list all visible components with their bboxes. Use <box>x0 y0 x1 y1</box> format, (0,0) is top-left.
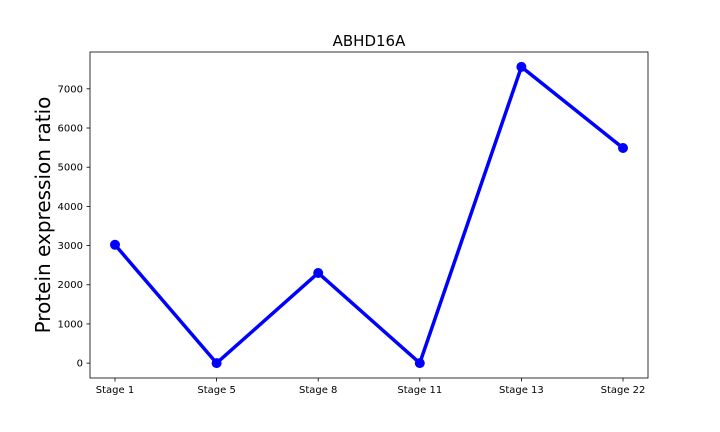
data-point <box>618 142 628 153</box>
y-tick-label: 7000 <box>58 84 83 95</box>
y-tick-label: 3000 <box>58 241 83 252</box>
x-tick-label: Stage 1 <box>96 385 134 396</box>
plot-frame <box>89 51 649 379</box>
y-tick-label: 6000 <box>58 124 83 135</box>
y-axis-label: Protein expression ratio <box>31 97 55 334</box>
data-point <box>516 61 527 72</box>
y-tick-label: 0 <box>77 359 83 370</box>
y-tick-label: 2000 <box>58 280 83 291</box>
data-point <box>110 239 120 250</box>
x-tick-label: Stage 5 <box>197 385 235 396</box>
data-point <box>414 358 425 369</box>
data-point <box>313 267 324 278</box>
x-tick-label: Stage 8 <box>299 385 337 396</box>
x-axis: Stage 1 Stage 5 Stage 8 Stage 11 Stage 13 Sta… <box>96 378 646 396</box>
chart-title: ABHD16A <box>333 32 406 50</box>
x-tick-label: Stage 13 <box>499 385 544 396</box>
data-series <box>110 61 628 369</box>
y-tick-label: 5000 <box>58 163 83 174</box>
y-axis: 0 1000 2000 3000 4000 5000 6000 7000 <box>58 84 90 370</box>
x-tick-label: Stage 22 <box>601 385 646 396</box>
x-tick-label: Stage 11 <box>397 385 442 396</box>
data-point <box>211 358 222 369</box>
y-tick-label: 4000 <box>58 202 83 213</box>
y-tick-label: 1000 <box>58 319 83 330</box>
series-line <box>113 65 625 365</box>
